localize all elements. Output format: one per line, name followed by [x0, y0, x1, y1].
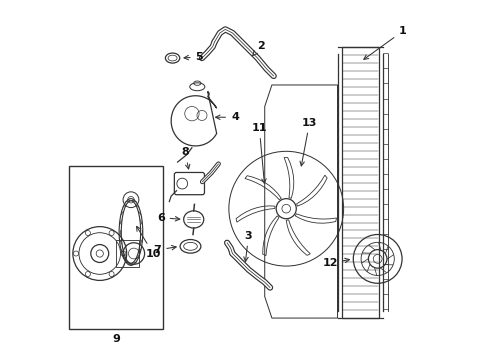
Bar	[116, 240, 139, 267]
Bar	[69, 166, 163, 329]
Text: 12: 12	[322, 258, 349, 268]
Text: 2: 2	[253, 41, 265, 56]
Text: 5: 5	[184, 52, 203, 62]
Text: 10: 10	[137, 226, 161, 258]
Text: 13: 13	[300, 118, 317, 166]
Text: 1: 1	[364, 26, 407, 59]
Text: 6: 6	[157, 213, 180, 222]
Text: 8: 8	[181, 147, 190, 169]
Text: 11: 11	[251, 123, 267, 183]
Bar	[342, 47, 379, 318]
Text: 9: 9	[112, 334, 120, 344]
Text: 3: 3	[244, 231, 252, 261]
Text: 7: 7	[154, 245, 176, 255]
Text: 4: 4	[216, 112, 239, 122]
